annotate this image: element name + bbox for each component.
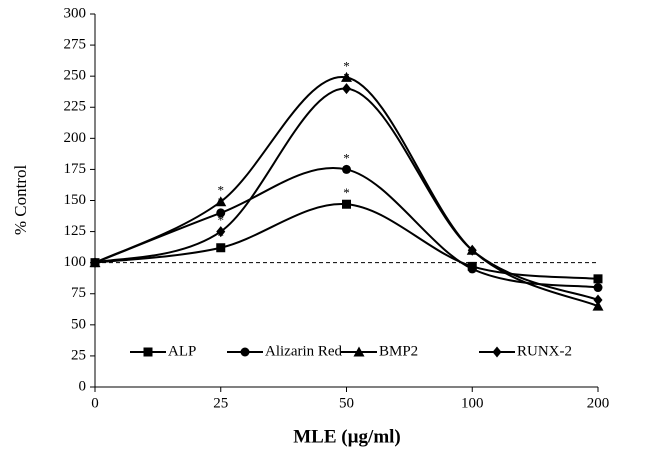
marker <box>592 300 604 311</box>
significance-label: * <box>343 150 350 165</box>
y-tick-label: 50 <box>71 316 86 332</box>
significance-label: * <box>343 58 350 73</box>
x-tick-label: 100 <box>461 395 484 411</box>
y-tick-label: 75 <box>71 285 86 301</box>
y-tick-label: 175 <box>64 161 87 177</box>
legend-marker <box>353 346 365 357</box>
marker <box>216 208 226 218</box>
legend-label: RUNX-2 <box>517 343 572 359</box>
marker <box>593 294 603 306</box>
marker <box>341 71 352 82</box>
y-tick-label: 100 <box>64 254 87 270</box>
marker <box>342 164 351 174</box>
y-tick-label: 25 <box>71 347 86 363</box>
marker <box>216 243 226 253</box>
legend-marker <box>492 346 502 358</box>
significance-label: * <box>343 70 350 85</box>
series-line <box>94 203 599 280</box>
legend-marker <box>240 347 250 357</box>
marker <box>90 257 100 269</box>
legend-label: BMP2 <box>379 343 418 359</box>
x-tick-label: 200 <box>587 395 610 411</box>
x-tick-label: 50 <box>339 395 354 411</box>
y-tick-label: 250 <box>64 68 87 84</box>
y-tick-label: 0 <box>79 378 87 394</box>
legend-label: ALP <box>168 343 196 359</box>
y-tick-label: 225 <box>64 99 87 115</box>
y-tick-label: 150 <box>64 192 87 208</box>
y-axis-label: % Control <box>11 165 30 236</box>
y-tick-label: 300 <box>64 5 87 21</box>
x-tick-label: 0 <box>91 395 99 411</box>
y-tick-label: 200 <box>64 130 87 146</box>
significance-label: * <box>218 183 225 198</box>
marker <box>216 226 226 238</box>
significance-label: * <box>218 213 225 228</box>
legend-marker <box>143 347 153 357</box>
significance-label: * <box>343 185 350 200</box>
marker <box>467 244 477 256</box>
marker <box>593 274 603 284</box>
y-tick-label: 125 <box>64 223 87 239</box>
y-tick-label: 275 <box>64 37 87 53</box>
x-axis-label: MLE (µg/ml) <box>293 426 401 447</box>
legend-label: Alizarin Red <box>265 343 343 359</box>
marker <box>593 283 603 293</box>
x-tick-label: 25 <box>213 395 228 411</box>
marker <box>467 264 477 274</box>
marker <box>215 196 227 207</box>
marker <box>342 83 351 95</box>
marker <box>342 199 351 209</box>
